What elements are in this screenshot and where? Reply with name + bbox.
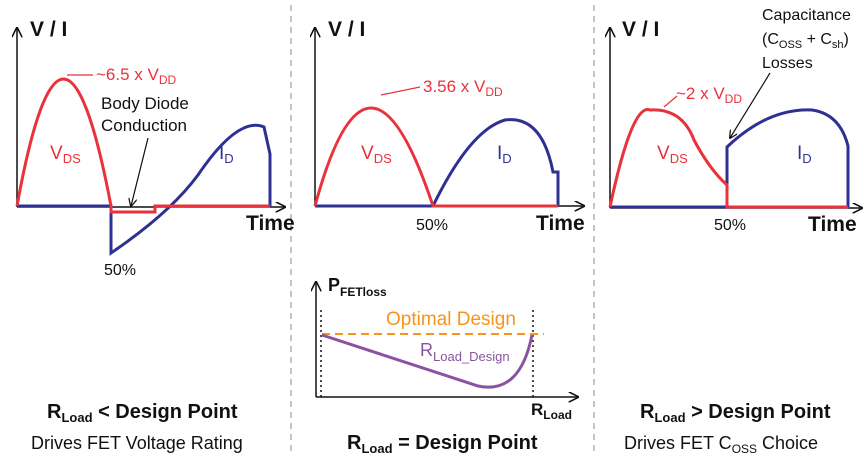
right-peak-annotation: ~2 x VDD (676, 84, 742, 106)
panel-left: V / I Time ~6.5 x VDD Body Diode Conduct… (17, 18, 295, 453)
middle-vds-label: VDS (361, 143, 392, 166)
middle-caption-main: RLoad = Design Point (347, 432, 538, 456)
right-y-axis-label: V / I (622, 18, 659, 41)
left-diode-annotation: Body Diode Conduction (101, 94, 194, 135)
right-vds-label: VDS (657, 143, 688, 166)
left-duty-label: 50% (104, 262, 136, 279)
left-x-axis-label: Time (246, 212, 295, 235)
middle-duty-label: 50% (416, 217, 448, 234)
right-caption-note: Drives FET COSS Choice (624, 433, 818, 456)
middle-id-waveform (315, 118, 560, 208)
middle-peak-leader (380, 86, 421, 96)
right-duty-label: 50% (714, 217, 746, 234)
middle-id-label: ID (497, 143, 512, 166)
panel-right: V / I Time ~2 x VDD Capacitance (COSS + … (610, 7, 862, 456)
middle-peak-annotation: 3.56 x VDD (423, 77, 503, 99)
optimal-design-label: Optimal Design (386, 309, 516, 330)
left-id-waveform (17, 123, 272, 256)
left-diode-leader (131, 137, 149, 206)
loss-curve (321, 333, 534, 389)
right-peak-leader (663, 95, 678, 108)
left-caption-note: Drives FET Voltage Rating (31, 433, 243, 453)
left-peak-annotation: ~6.5 x VDD (96, 65, 177, 87)
middle-x-axis-label: Time (536, 212, 585, 235)
right-caption-main: RLoad > Design Point (640, 401, 831, 425)
right-cap-leader (730, 72, 771, 138)
left-y-axis-label: V / I (30, 18, 67, 41)
right-cap-annotation: Capacitance (COSS + Csh) Losses (762, 7, 855, 72)
loss-y-axis-label: PFETloss (328, 275, 387, 299)
left-vds-waveform (15, 77, 270, 214)
right-id-waveform (610, 108, 850, 209)
left-id-label: ID (219, 143, 234, 166)
right-id-label: ID (797, 143, 812, 166)
right-x-axis-label: Time (808, 213, 857, 236)
left-caption-main: RLoad < Design Point (47, 401, 238, 425)
middle-vds-waveform (313, 106, 558, 208)
right-vds-waveform (608, 108, 848, 209)
panel-middle: V / I Time 3.56 x VDD VDS ID 50% PFETlos… (315, 18, 585, 456)
middle-y-axis-label: V / I (328, 18, 365, 41)
loss-curve-label: RLoad_Design (420, 340, 510, 364)
loss-x-axis-label: RLoad (531, 400, 572, 422)
left-vds-label: VDS (50, 143, 81, 166)
